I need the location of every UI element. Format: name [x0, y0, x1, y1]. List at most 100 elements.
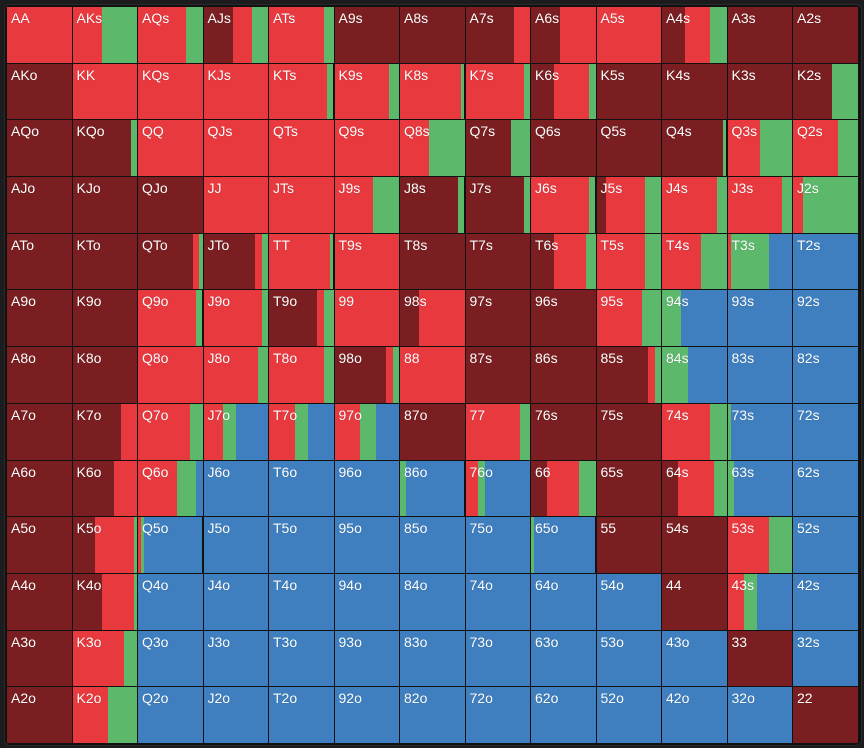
hand-cell-a2s[interactable]: A2s: [793, 7, 859, 64]
hand-cell-64o[interactable]: 64o: [531, 573, 597, 631]
hand-cell-83o[interactable]: 83o: [400, 630, 466, 688]
hand-cell-t4o[interactable]: T4o: [269, 573, 335, 631]
hand-cell-53s[interactable]: 53s: [727, 517, 793, 574]
hand-cell-k9o[interactable]: K9o: [72, 290, 138, 348]
hand-cell-q8o[interactable]: Q8o: [138, 347, 204, 404]
hand-cell-88[interactable]: 88: [400, 347, 466, 404]
hand-cell-a8s[interactable]: A8s: [400, 7, 466, 64]
hand-cell-k6s[interactable]: K6s: [531, 63, 597, 121]
hand-cell-tt[interactable]: TT: [269, 233, 335, 291]
hand-cell-t6o[interactable]: T6o: [269, 460, 335, 518]
hand-cell-aqs[interactable]: AQs: [138, 7, 204, 64]
hand-cell-k8o[interactable]: K8o: [72, 347, 138, 404]
hand-cell-98o[interactable]: 98o: [334, 347, 400, 404]
hand-cell-54o[interactable]: 54o: [596, 573, 662, 631]
hand-cell-j3s[interactable]: J3s: [727, 177, 793, 234]
hand-cell-qq[interactable]: QQ: [138, 120, 204, 178]
hand-cell-a5o[interactable]: A5o: [7, 517, 73, 574]
hand-cell-kjs[interactable]: KJs: [203, 63, 269, 121]
hand-cell-96s[interactable]: 96s: [531, 290, 597, 348]
hand-cell-t6s[interactable]: T6s: [531, 233, 597, 291]
hand-cell-a6s[interactable]: A6s: [531, 7, 597, 64]
hand-cell-t7s[interactable]: T7s: [465, 233, 531, 291]
hand-cell-j3o[interactable]: J3o: [203, 630, 269, 688]
hand-cell-j4o[interactable]: J4o: [203, 573, 269, 631]
hand-cell-64s[interactable]: 64s: [662, 460, 728, 518]
hand-cell-t9s[interactable]: T9s: [334, 233, 400, 291]
hand-cell-44[interactable]: 44: [662, 573, 728, 631]
hand-cell-k3o[interactable]: K3o: [72, 630, 138, 688]
hand-cell-aks[interactable]: AKs: [72, 7, 138, 64]
hand-cell-ato[interactable]: ATo: [7, 233, 73, 291]
hand-cell-j9o[interactable]: J9o: [203, 290, 269, 348]
hand-cell-k4o[interactable]: K4o: [72, 573, 138, 631]
hand-cell-a5s[interactable]: A5s: [596, 7, 662, 64]
hand-cell-q3s[interactable]: Q3s: [727, 120, 793, 178]
hand-cell-86s[interactable]: 86s: [531, 347, 597, 404]
hand-cell-q3o[interactable]: Q3o: [138, 630, 204, 688]
hand-cell-96o[interactable]: 96o: [334, 460, 400, 518]
hand-cell-32s[interactable]: 32s: [793, 630, 859, 688]
hand-cell-k4s[interactable]: K4s: [662, 63, 728, 121]
hand-cell-t8s[interactable]: T8s: [400, 233, 466, 291]
hand-cell-72s[interactable]: 72s: [793, 403, 859, 461]
hand-cell-a9o[interactable]: A9o: [7, 290, 73, 348]
hand-cell-q7o[interactable]: Q7o: [138, 403, 204, 461]
hand-cell-74s[interactable]: 74s: [662, 403, 728, 461]
hand-cell-k5s[interactable]: K5s: [596, 63, 662, 121]
hand-cell-t8o[interactable]: T8o: [269, 347, 335, 404]
hand-cell-j7o[interactable]: J7o: [203, 403, 269, 461]
hand-cell-t5o[interactable]: T5o: [269, 517, 335, 574]
hand-cell-j6o[interactable]: J6o: [203, 460, 269, 518]
hand-cell-jts[interactable]: JTs: [269, 177, 335, 234]
hand-cell-97s[interactable]: 97s: [465, 290, 531, 348]
hand-cell-62s[interactable]: 62s: [793, 460, 859, 518]
hand-cell-65s[interactable]: 65s: [596, 460, 662, 518]
hand-cell-j2o[interactable]: J2o: [203, 687, 269, 744]
hand-cell-a7o[interactable]: A7o: [7, 403, 73, 461]
hand-cell-a3s[interactable]: A3s: [727, 7, 793, 64]
hand-cell-42s[interactable]: 42s: [793, 573, 859, 631]
hand-cell-55[interactable]: 55: [596, 517, 662, 574]
hand-cell-a6o[interactable]: A6o: [7, 460, 73, 518]
hand-cell-q6s[interactable]: Q6s: [531, 120, 597, 178]
hand-cell-k7o[interactable]: K7o: [72, 403, 138, 461]
hand-cell-82s[interactable]: 82s: [793, 347, 859, 404]
hand-cell-22[interactable]: 22: [793, 687, 859, 744]
hand-cell-j8s[interactable]: J8s: [400, 177, 466, 234]
hand-cell-qts[interactable]: QTs: [269, 120, 335, 178]
hand-cell-a8o[interactable]: A8o: [7, 347, 73, 404]
hand-cell-q4s[interactable]: Q4s: [662, 120, 728, 178]
hand-cell-j9s[interactable]: J9s: [334, 177, 400, 234]
hand-cell-a7s[interactable]: A7s: [465, 7, 531, 64]
hand-cell-a2o[interactable]: A2o: [7, 687, 73, 744]
hand-cell-92o[interactable]: 92o: [334, 687, 400, 744]
hand-cell-q7s[interactable]: Q7s: [465, 120, 531, 178]
hand-cell-t4s[interactable]: T4s: [662, 233, 728, 291]
hand-cell-73o[interactable]: 73o: [465, 630, 531, 688]
hand-cell-66[interactable]: 66: [531, 460, 597, 518]
hand-cell-q5o[interactable]: Q5o: [138, 517, 204, 574]
hand-cell-qto[interactable]: QTo: [138, 233, 204, 291]
hand-cell-kqo[interactable]: KQo: [72, 120, 138, 178]
hand-cell-j8o[interactable]: J8o: [203, 347, 269, 404]
hand-cell-k5o[interactable]: K5o: [72, 517, 138, 574]
hand-cell-k7s[interactable]: K7s: [465, 63, 531, 121]
hand-cell-53o[interactable]: 53o: [596, 630, 662, 688]
hand-cell-a4s[interactable]: A4s: [662, 7, 728, 64]
hand-cell-76s[interactable]: 76s: [531, 403, 597, 461]
hand-cell-k6o[interactable]: K6o: [72, 460, 138, 518]
hand-cell-j4s[interactable]: J4s: [662, 177, 728, 234]
hand-cell-74o[interactable]: 74o: [465, 573, 531, 631]
hand-cell-q6o[interactable]: Q6o: [138, 460, 204, 518]
hand-cell-87s[interactable]: 87s: [465, 347, 531, 404]
hand-cell-ats[interactable]: ATs: [269, 7, 335, 64]
hand-cell-kk[interactable]: KK: [72, 63, 138, 121]
hand-cell-99[interactable]: 99: [334, 290, 400, 348]
hand-cell-k9s[interactable]: K9s: [334, 63, 400, 121]
hand-cell-75o[interactable]: 75o: [465, 517, 531, 574]
hand-cell-k2s[interactable]: K2s: [793, 63, 859, 121]
hand-cell-j6s[interactable]: J6s: [531, 177, 597, 234]
hand-cell-k8s[interactable]: K8s: [400, 63, 466, 121]
hand-cell-j2s[interactable]: J2s: [793, 177, 859, 234]
